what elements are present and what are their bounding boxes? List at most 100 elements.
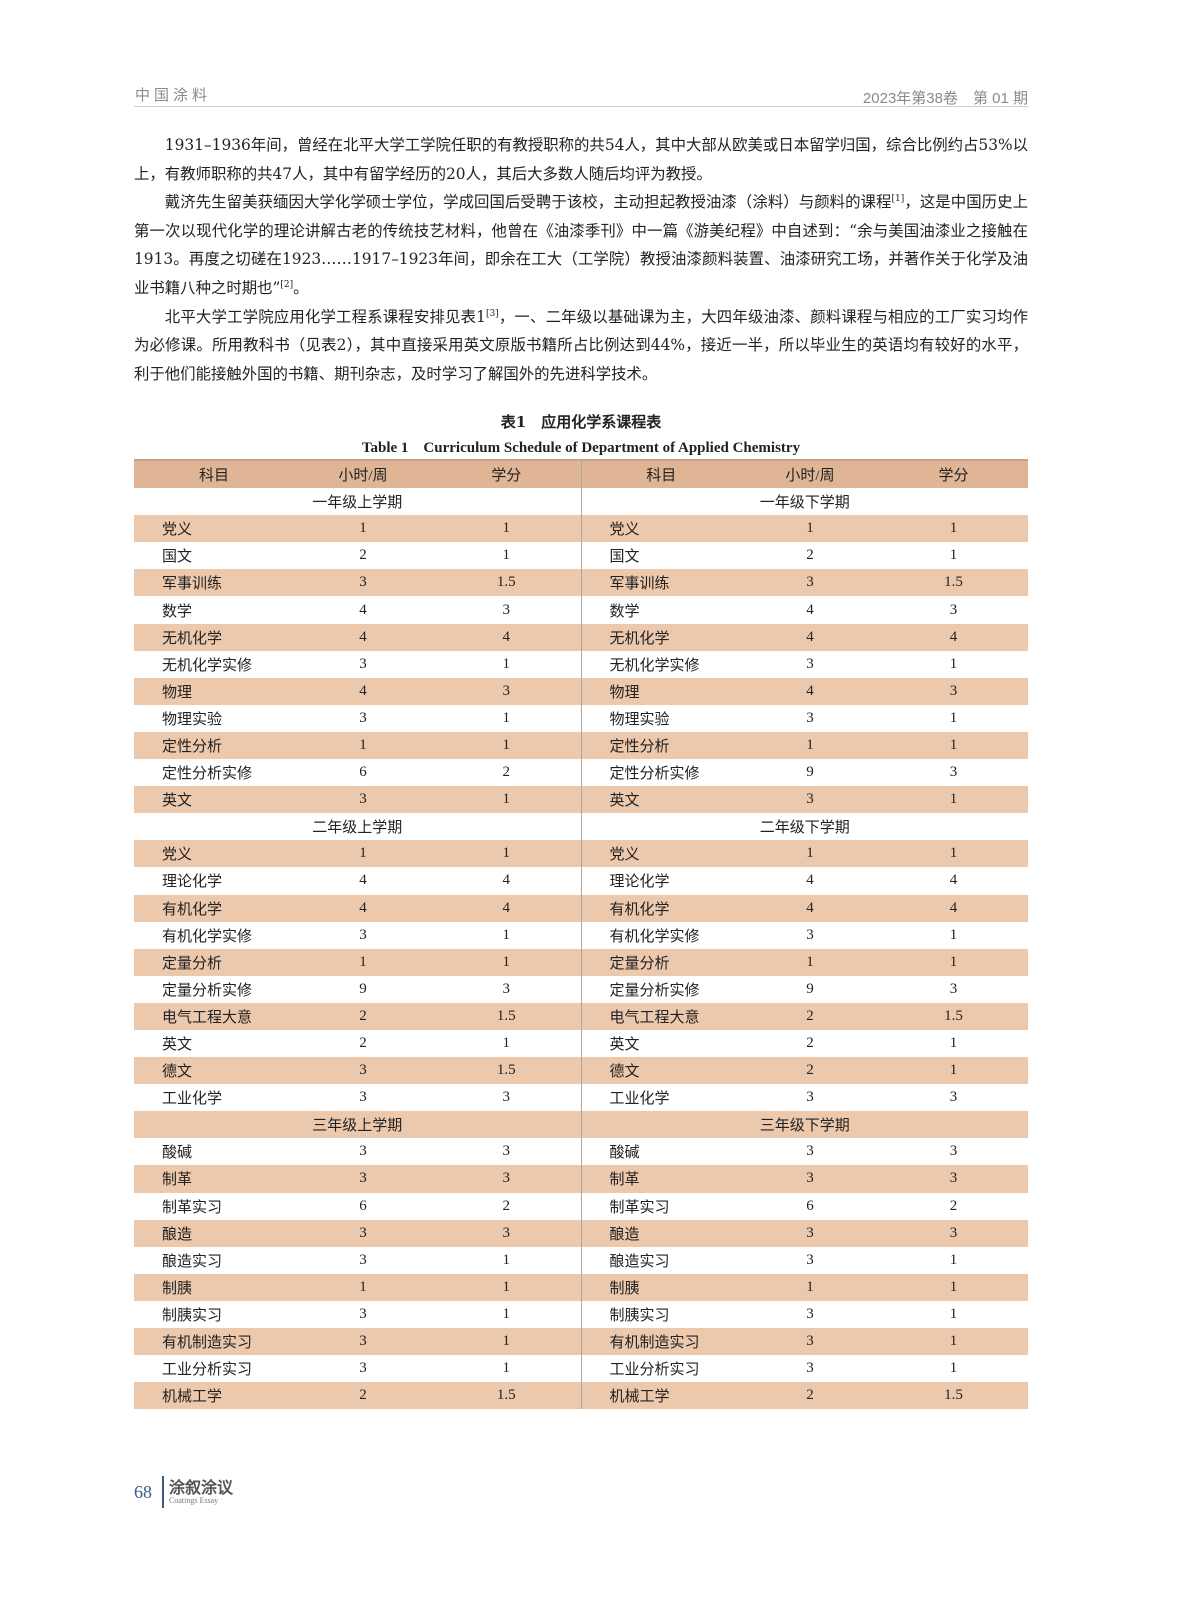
hours-cell: 3	[359, 1089, 367, 1106]
credits-cell: 1	[432, 1328, 582, 1356]
subject-cell: 德文	[162, 1064, 193, 1081]
subject-cell: 理论化学	[609, 874, 670, 891]
paragraph: 戴济先生留美获缅因大学化学硕士学位，学成回国后受聘于该校，主动担起教授油漆（涂料…	[134, 188, 1028, 302]
subject-cell: 有机化学	[609, 901, 670, 918]
hours-cell: 1	[806, 520, 814, 537]
section-title: 二年级上学期	[134, 813, 582, 841]
table-row: 国文 2 1 国文 2 1	[134, 542, 1028, 570]
hours-cell: 1	[806, 845, 814, 862]
credits-cell: 1.5	[944, 574, 963, 591]
table-row: 电气工程大意 2 1.5 电气工程大意 2 1.5	[134, 1002, 1028, 1030]
table-row: 酿造实习 3 1 酿造实习 3 1	[134, 1246, 1028, 1274]
credits-cell: 4	[949, 899, 958, 916]
subject-cell: 定量分析实修	[162, 982, 253, 999]
subject-cell: 理论化学	[162, 874, 223, 891]
credits-cell: 1	[432, 515, 582, 543]
credits-cell: 1.5	[944, 1007, 963, 1024]
credits-cell: 3	[432, 1138, 582, 1166]
hours-cell: 1	[806, 736, 814, 753]
hours-cell: 3	[359, 1143, 367, 1160]
hours-cell: 2	[806, 1007, 814, 1024]
subject-cell: 制胰	[162, 1280, 193, 1297]
subject-cell: 定性分析	[609, 738, 670, 755]
table-row: 制胰 1 1 制胰 1 1	[134, 1273, 1028, 1301]
subject-cell: 党义	[609, 847, 640, 864]
subject-cell: 工业分析实习	[609, 1362, 700, 1379]
hours-cell: 3	[359, 709, 367, 726]
subject-cell: 有机化学	[162, 901, 223, 918]
subject-cell: 制革实习	[162, 1199, 223, 1216]
subject-cell: 物理	[162, 684, 193, 701]
table-row: 无机化学 4 4 无机化学 4 4	[134, 623, 1028, 651]
credits-cell: 4	[432, 623, 582, 651]
credits-cell: 1	[432, 786, 582, 814]
hours-cell: 3	[806, 574, 814, 591]
table-row: 物理 4 3 物理 4 3	[134, 677, 1028, 705]
credits-cell: 1.5	[432, 569, 582, 597]
citation[interactable]: [3]	[485, 308, 499, 319]
hours-cell: 4	[359, 682, 367, 699]
subject-cell: 制胰实习	[609, 1307, 670, 1324]
hours-cell: 3	[806, 1360, 814, 1377]
credits-cell: 4	[432, 894, 582, 922]
subject-cell: 无机化学	[162, 630, 223, 647]
credits-cell: 1	[432, 921, 582, 949]
credits-cell: 3	[949, 1089, 958, 1106]
hours-cell: 3	[359, 1251, 367, 1268]
subject-cell: 酸碱	[609, 1145, 640, 1162]
section-title: 三年级上学期	[134, 1111, 582, 1139]
table-row: 数学 4 3 数学 4 3	[134, 596, 1028, 624]
credits-cell: 4	[949, 872, 958, 889]
hours-cell: 1	[359, 953, 367, 970]
subject-cell: 英文	[609, 1037, 640, 1054]
subject-cell: 数学	[609, 603, 640, 620]
credits-cell: 1	[432, 704, 582, 732]
hours-cell: 1	[359, 520, 367, 537]
section-title: 一年级下学期	[759, 495, 850, 512]
section-title: 三年级下学期	[759, 1118, 850, 1135]
subject-cell: 制革实习	[609, 1199, 670, 1216]
column-header: 科目	[646, 468, 677, 485]
table-row: 定性分析 1 1 定性分析 1 1	[134, 731, 1028, 760]
table-row: 党义 1 1 党义 1 1	[134, 840, 1028, 868]
subject-cell: 制胰	[609, 1280, 640, 1297]
column-header: 学分	[432, 460, 582, 489]
hours-cell: 3	[806, 709, 814, 726]
column-header: 科目	[198, 468, 229, 485]
credits-cell: 1	[949, 1062, 958, 1079]
subject-cell: 电气工程大意	[609, 1009, 700, 1026]
subject-cell: 有机制造实习	[609, 1335, 700, 1352]
credits-cell: 3	[432, 596, 582, 624]
subject-cell: 定量分析实修	[609, 982, 700, 999]
subject-cell: 酿造实习	[609, 1253, 670, 1270]
paragraph-text: 北平大学工学院应用化学工程系课程安排见表1	[164, 307, 486, 326]
credits-cell: 1	[949, 520, 958, 537]
section-title: 二年级下学期	[759, 820, 850, 837]
subject-cell: 国文	[609, 549, 640, 566]
hours-cell: 1	[359, 736, 367, 753]
paragraph-text: 1931–1936年间，曾经在北平大学工学院任职的有教授职称的共54人，其中大部…	[134, 136, 1028, 183]
hours-cell: 3	[806, 1333, 814, 1350]
table-caption-en: Table 1 Curriculum Schedule of Departmen…	[361, 440, 801, 456]
hours-cell: 3	[806, 1251, 814, 1268]
credits-cell: 1	[949, 1251, 958, 1268]
table-row: 定量分析实修 9 3 定量分析实修 9 3	[134, 975, 1028, 1003]
hours-cell: 3	[359, 1333, 367, 1350]
hours-cell: 3	[806, 926, 814, 943]
citation[interactable]: [2]	[280, 279, 294, 290]
section-row: 三年级上学期 三年级下学期	[134, 1111, 1028, 1139]
hours-cell: 2	[359, 547, 367, 564]
table-row: 制革实习 6 2 制革实习 6 2	[134, 1192, 1028, 1220]
footer-divider	[162, 1476, 164, 1508]
hours-cell: 2	[806, 1062, 814, 1079]
article-body: 1931–1936年间，曾经在北平大学工学院任职的有教授职称的共54人，其中大部…	[134, 131, 1028, 388]
hours-cell: 2	[806, 1387, 814, 1404]
citation[interactable]: [1]	[891, 194, 905, 205]
hours-cell: 2	[359, 1007, 367, 1024]
hours-cell: 4	[359, 872, 367, 889]
hours-cell: 3	[359, 791, 367, 808]
page-number: 68	[134, 1482, 152, 1502]
credits-cell: 3	[949, 1170, 958, 1187]
hours-cell: 3	[806, 791, 814, 808]
hours-cell: 1	[806, 1278, 814, 1295]
